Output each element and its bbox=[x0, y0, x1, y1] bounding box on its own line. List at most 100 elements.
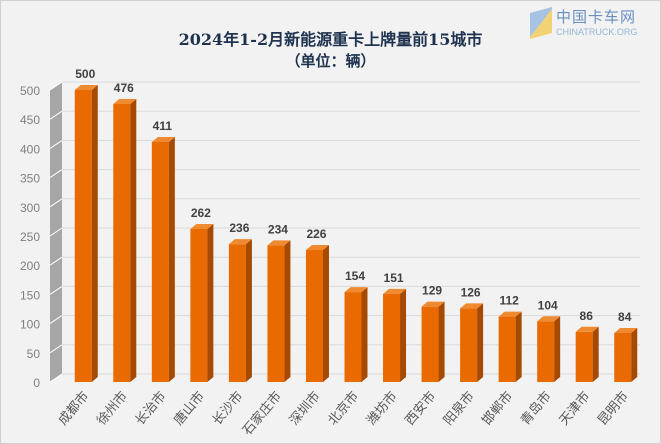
bar-front bbox=[305, 250, 323, 382]
bar-top bbox=[267, 240, 291, 246]
bar-front bbox=[74, 90, 92, 382]
data-label: 151 bbox=[384, 271, 404, 285]
x-tick-label: 深圳市 bbox=[286, 388, 323, 428]
bar-front bbox=[267, 245, 285, 382]
bar-top bbox=[383, 288, 407, 294]
bar-front bbox=[113, 104, 131, 383]
wall-grid-line bbox=[49, 285, 63, 295]
wall-grid-line bbox=[49, 81, 63, 91]
x-tick-label: 长沙市 bbox=[209, 388, 246, 428]
bar-front bbox=[537, 321, 555, 382]
bar-front bbox=[575, 331, 593, 382]
y-tick-label: 150 bbox=[20, 288, 40, 302]
bar-top bbox=[460, 303, 484, 309]
bar-side bbox=[284, 240, 291, 382]
bar-top bbox=[614, 327, 638, 333]
x-tick-label: 长治市 bbox=[132, 388, 169, 428]
bar-front bbox=[498, 316, 516, 382]
x-tick-label: 邯郸市 bbox=[479, 388, 516, 428]
bar bbox=[305, 245, 329, 382]
bar-front bbox=[151, 141, 169, 382]
bar bbox=[498, 311, 522, 382]
data-label: 262 bbox=[191, 206, 211, 220]
y-tick-label: 50 bbox=[27, 347, 41, 361]
data-label: 84 bbox=[618, 310, 632, 324]
data-label: 86 bbox=[580, 309, 594, 323]
bar-front bbox=[383, 293, 401, 382]
bar-side bbox=[438, 301, 445, 382]
bar bbox=[421, 301, 445, 382]
bar-top bbox=[421, 301, 445, 307]
data-label: 234 bbox=[268, 222, 288, 236]
bar-side bbox=[477, 303, 484, 382]
y-tick-label: 200 bbox=[20, 259, 40, 273]
bar bbox=[267, 240, 291, 382]
bar-front bbox=[344, 292, 362, 382]
y-tick-label: 250 bbox=[20, 230, 40, 244]
bar-side bbox=[631, 327, 638, 382]
y-tick-label: 0 bbox=[33, 376, 40, 390]
y-tick-label: 450 bbox=[20, 113, 40, 127]
watermark-logo: 中国卡车网 CHINATRUCK.ORG bbox=[528, 6, 658, 46]
bar bbox=[113, 99, 137, 383]
wall-grid-line bbox=[49, 344, 63, 354]
x-tick-label: 北京市 bbox=[325, 388, 362, 428]
bar-side bbox=[515, 311, 522, 382]
data-label: 126 bbox=[461, 285, 481, 299]
x-tick-label: 昆明市 bbox=[594, 388, 631, 428]
x-tick-label: 天津市 bbox=[556, 388, 593, 428]
bar-side bbox=[168, 136, 175, 382]
x-tick-label: 阳泉市 bbox=[440, 388, 477, 428]
bar-top bbox=[537, 316, 561, 322]
x-tick-label: 成都市 bbox=[55, 388, 92, 428]
wall-grid-line bbox=[49, 227, 63, 237]
bar-front bbox=[614, 332, 632, 382]
data-label: 112 bbox=[499, 294, 519, 308]
wall-grid-line bbox=[49, 373, 63, 383]
bar-side bbox=[592, 326, 599, 382]
wall-grid-line bbox=[49, 169, 63, 179]
bar-top bbox=[344, 287, 368, 293]
bar-front bbox=[228, 244, 246, 382]
chart-title: 2024年1-2月新能源重卡上牌量前15城市 bbox=[178, 30, 483, 49]
bar-top bbox=[498, 311, 522, 317]
bar-top bbox=[228, 239, 252, 245]
watermark-name: 中国卡车网 bbox=[556, 8, 637, 26]
wall-grid-line bbox=[49, 110, 63, 120]
y-tick-label: 350 bbox=[20, 172, 40, 186]
y-tick-label: 100 bbox=[20, 318, 40, 332]
watermark-url: CHINATRUCK.ORG bbox=[556, 27, 638, 37]
bar bbox=[383, 288, 407, 382]
wall-grid-line bbox=[49, 315, 63, 325]
data-label: 226 bbox=[306, 227, 326, 241]
x-tick-label: 青岛市 bbox=[517, 388, 554, 428]
y-tick-label: 500 bbox=[20, 84, 40, 98]
data-label: 411 bbox=[153, 119, 173, 133]
data-label: 129 bbox=[422, 284, 442, 298]
bar bbox=[575, 326, 599, 382]
bar-side bbox=[207, 223, 214, 382]
bar-front bbox=[421, 306, 439, 382]
bar-side bbox=[322, 245, 329, 382]
x-tick-label: 石家庄市 bbox=[239, 388, 285, 438]
bar-side bbox=[361, 287, 368, 382]
bar-side bbox=[245, 239, 252, 382]
data-label: 104 bbox=[538, 298, 558, 312]
bar-front bbox=[460, 308, 478, 382]
bar bbox=[228, 239, 252, 382]
bar-top bbox=[151, 136, 175, 142]
bar bbox=[74, 85, 98, 382]
data-label: 154 bbox=[345, 269, 365, 283]
bar-top bbox=[113, 99, 137, 105]
bar-side bbox=[91, 85, 98, 382]
bar-front bbox=[190, 228, 208, 382]
bar bbox=[190, 223, 214, 382]
bar-side bbox=[400, 288, 407, 382]
y-tick-label: 400 bbox=[20, 142, 40, 156]
y-tick-label: 300 bbox=[20, 201, 40, 215]
bar bbox=[151, 136, 175, 382]
bar-top bbox=[305, 245, 329, 251]
chart-subtitle: （单位：辆） bbox=[285, 52, 376, 70]
truck-logo-icon bbox=[530, 7, 552, 39]
